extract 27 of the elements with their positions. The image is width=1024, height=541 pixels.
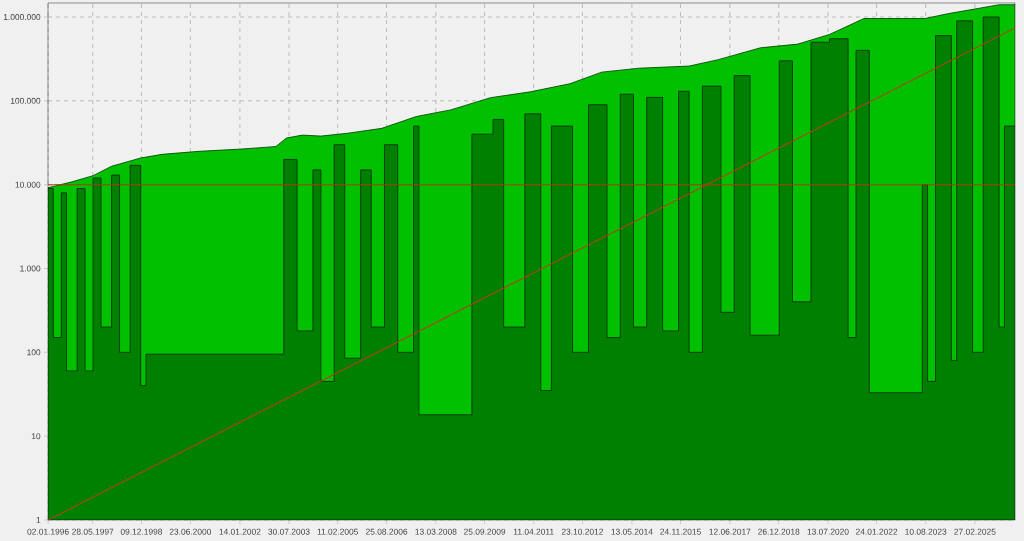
x-tick-label: 10.08.2023 bbox=[905, 528, 947, 535]
x-tick-label: 11.04.2011 bbox=[513, 528, 554, 535]
x-tick-label: 14.01.2002 bbox=[219, 528, 261, 535]
y-tick-label: 10 bbox=[31, 433, 41, 440]
y-tick-label: 1.000 bbox=[20, 265, 41, 272]
x-tick-label: 24.11.2015 bbox=[660, 528, 701, 535]
x-tick-label: 12.06.2017 bbox=[709, 528, 751, 535]
x-tick-label: 28.05.1997 bbox=[72, 528, 114, 535]
y-tick-label: 1 bbox=[36, 517, 41, 523]
x-tick-label: 25.08.2006 bbox=[365, 528, 408, 535]
y-tick-label: 100 bbox=[27, 349, 41, 356]
x-tick-label: 02.01.1996 bbox=[27, 528, 69, 535]
x-tick-label: 23.06.2000 bbox=[169, 528, 212, 535]
x-tick-label: 26.12.2018 bbox=[758, 528, 800, 535]
x-tick-label: 13.05.2014 bbox=[611, 528, 653, 535]
x-tick-label: 30.07.2003 bbox=[268, 528, 310, 535]
y-tick-label: 1.000.000 bbox=[3, 14, 41, 20]
y-tick-label: 100.000 bbox=[10, 97, 41, 104]
x-tick-label: 09.12.1998 bbox=[120, 528, 163, 535]
x-tick-label: 13.07.2020 bbox=[807, 528, 849, 535]
x-tick-label: 25.09.2009 bbox=[463, 528, 506, 535]
x-tick-label: 23.10.2012 bbox=[561, 528, 604, 535]
x-tick-label: 27.02.2025 bbox=[954, 528, 996, 535]
x-tick-label: 11.02.2005 bbox=[317, 528, 359, 535]
x-tick-label: 24.01.2022 bbox=[855, 528, 898, 535]
x-tick-label: 13.03.2008 bbox=[415, 528, 457, 535]
y-tick-label: 10.000 bbox=[15, 181, 41, 188]
